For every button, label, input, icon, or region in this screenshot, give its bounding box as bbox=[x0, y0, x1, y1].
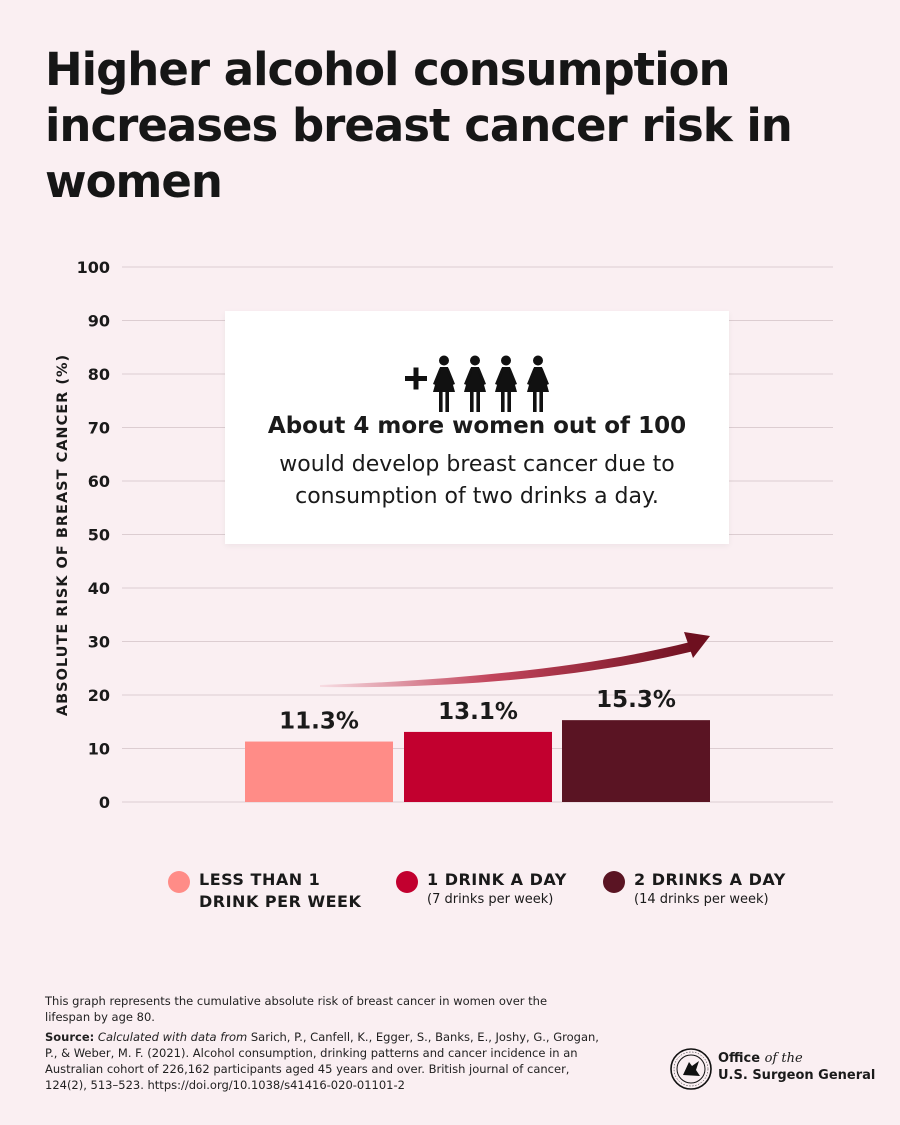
chart-title: Higher alcohol consumption increases bre… bbox=[45, 43, 793, 208]
y-tick-label: 0 bbox=[99, 793, 110, 812]
bar-value-label: 13.1% bbox=[438, 699, 518, 725]
y-axis-label: ABSOLUTE RISK OF BREAST CANCER (%) bbox=[55, 354, 71, 716]
source-text: Sarich, P., Canfell, K., Egger, S., Bank… bbox=[45, 1030, 599, 1092]
source-citation: Source: Calculated with data from Sarich… bbox=[45, 1029, 605, 1093]
legend-label: 1 DRINK A DAY bbox=[427, 870, 567, 889]
bars bbox=[245, 720, 710, 802]
surgeon-general-seal-icon bbox=[670, 1048, 712, 1090]
footnote: This graph represents the cumulative abs… bbox=[45, 994, 548, 1024]
legend-label-line2: DRINK PER WEEK bbox=[199, 892, 362, 911]
y-tick-label: 100 bbox=[77, 258, 110, 277]
legend-sublabel: (7 drinks per week) bbox=[427, 892, 554, 907]
plus-four-women-icon bbox=[225, 355, 729, 413]
legend-swatch bbox=[603, 871, 625, 893]
callout-box: About 4 more women out of 100 would deve… bbox=[225, 311, 729, 544]
y-tick-labels: 0 10 20 30 40 50 60 70 80 90 100 bbox=[77, 258, 110, 812]
bar-value-label: 15.3% bbox=[596, 687, 676, 713]
y-tick-label: 30 bbox=[88, 633, 110, 652]
bar-chart: 0 10 20 30 40 50 60 70 80 90 100 ABSOLUTE RISK OF … bbox=[55, 258, 833, 812]
y-tick-label: 10 bbox=[88, 740, 110, 759]
y-tick-label: 80 bbox=[88, 365, 110, 384]
bar-value-label: 11.3% bbox=[279, 709, 359, 735]
trend-arrow-shaft bbox=[320, 642, 694, 688]
bar bbox=[245, 741, 393, 802]
bar-value-labels: 11.3% 13.1% 15.3% bbox=[279, 687, 676, 734]
legend-sublabel: (14 drinks per week) bbox=[634, 892, 769, 907]
y-tick-label: 40 bbox=[88, 579, 110, 598]
bar bbox=[562, 720, 710, 802]
source-italic: Calculated with data from bbox=[97, 1030, 248, 1044]
woman-icon bbox=[495, 355, 517, 412]
legend-label: 2 DRINKS A DAY bbox=[634, 870, 786, 889]
legend-swatch bbox=[168, 871, 190, 893]
woman-icon bbox=[433, 355, 455, 412]
logo-of-the: of the bbox=[764, 1051, 803, 1066]
y-tick-label: 60 bbox=[88, 472, 110, 491]
legend-swatch bbox=[396, 871, 418, 893]
source-label: Source: bbox=[45, 1030, 95, 1044]
callout-headline: About 4 more women out of 100 bbox=[267, 413, 687, 439]
y-tick-label: 50 bbox=[88, 526, 110, 545]
bar bbox=[404, 731, 552, 802]
woman-icon bbox=[464, 355, 486, 412]
y-tick-label: 70 bbox=[88, 419, 110, 438]
logo-office: Office bbox=[718, 1051, 761, 1066]
callout-body: would develop breast cancer due to consu… bbox=[279, 452, 675, 509]
trend-arrow-head bbox=[684, 632, 710, 658]
logo-line2: U.S. Surgeon General bbox=[718, 1068, 876, 1083]
y-tick-label: 90 bbox=[88, 312, 110, 331]
legend-label-line1: LESS THAN 1 bbox=[199, 870, 321, 889]
legend-label: LESS THAN 1 DRINK PER WEEK bbox=[199, 869, 361, 913]
y-tick-label: 20 bbox=[88, 686, 110, 705]
woman-icon bbox=[527, 355, 549, 412]
logo-line1: Office of the bbox=[718, 1051, 803, 1066]
surgeon-general-logo: Office of the U.S. Surgeon General bbox=[670, 1046, 875, 1092]
trend-arrow bbox=[320, 632, 710, 688]
